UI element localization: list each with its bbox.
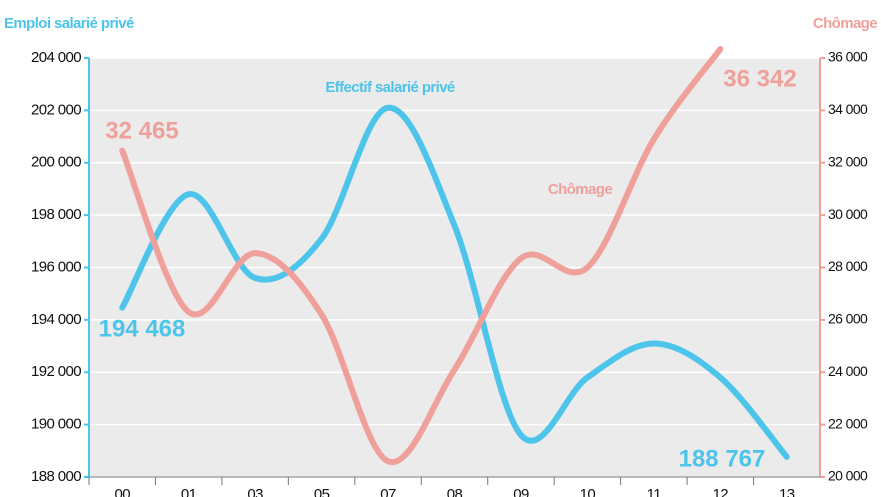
y2-tick-label: 34 000: [828, 101, 868, 117]
y2-tick-label: 26 000: [828, 311, 868, 327]
y-tick-label: 190 000: [31, 416, 81, 433]
x-tick-label: 00: [114, 486, 130, 497]
y-tick-label: 202 000: [31, 101, 81, 118]
y2-tick-label: 20 000: [828, 468, 868, 484]
x-tick-label: 09: [513, 486, 529, 497]
x-tick-label: 11: [647, 486, 662, 497]
x-tick-label: 13: [779, 486, 795, 497]
y2-tick-label: 32 000: [828, 153, 868, 169]
y-axis-title: Emploi salarié privé: [4, 15, 134, 32]
y-tick-label: 200 000: [31, 154, 81, 171]
x-tick-label: 08: [447, 486, 463, 497]
y2-tick-label: 24 000: [828, 363, 868, 379]
series-label: Effectif salarié privé: [325, 79, 455, 96]
y-tick-label: 192 000: [31, 363, 81, 380]
y2-tick-label: 30 000: [828, 206, 868, 222]
y-tick-label: 198 000: [31, 206, 81, 223]
x-tick-label: 10: [580, 486, 596, 497]
y2-tick-label: 36 000: [828, 49, 868, 65]
value-label: 32 465: [105, 117, 178, 144]
x-tick-label: 05: [314, 486, 330, 497]
y-tick-label: 196 000: [31, 258, 81, 275]
y-tick-label: 194 000: [31, 311, 81, 328]
x-tick-label: 03: [247, 486, 263, 497]
x-tick-label: 07: [380, 486, 396, 497]
value-label: 36 342: [723, 65, 796, 92]
value-label: 194 468: [99, 315, 186, 342]
series-label: Chômage: [548, 181, 612, 198]
x-tick-label: 12: [713, 486, 729, 497]
series-line: [119, 46, 724, 466]
x-tick-label: 01: [181, 486, 197, 497]
y-tick-label: 188 000: [31, 468, 81, 485]
series-line: [119, 104, 790, 460]
y2-axis-title: Chômage: [813, 15, 877, 32]
y2-tick-label: 28 000: [828, 258, 868, 274]
y2-tick-label: 22 000: [828, 415, 868, 431]
y-tick-label: 204 000: [31, 49, 81, 66]
value-label: 188 767: [679, 445, 766, 472]
